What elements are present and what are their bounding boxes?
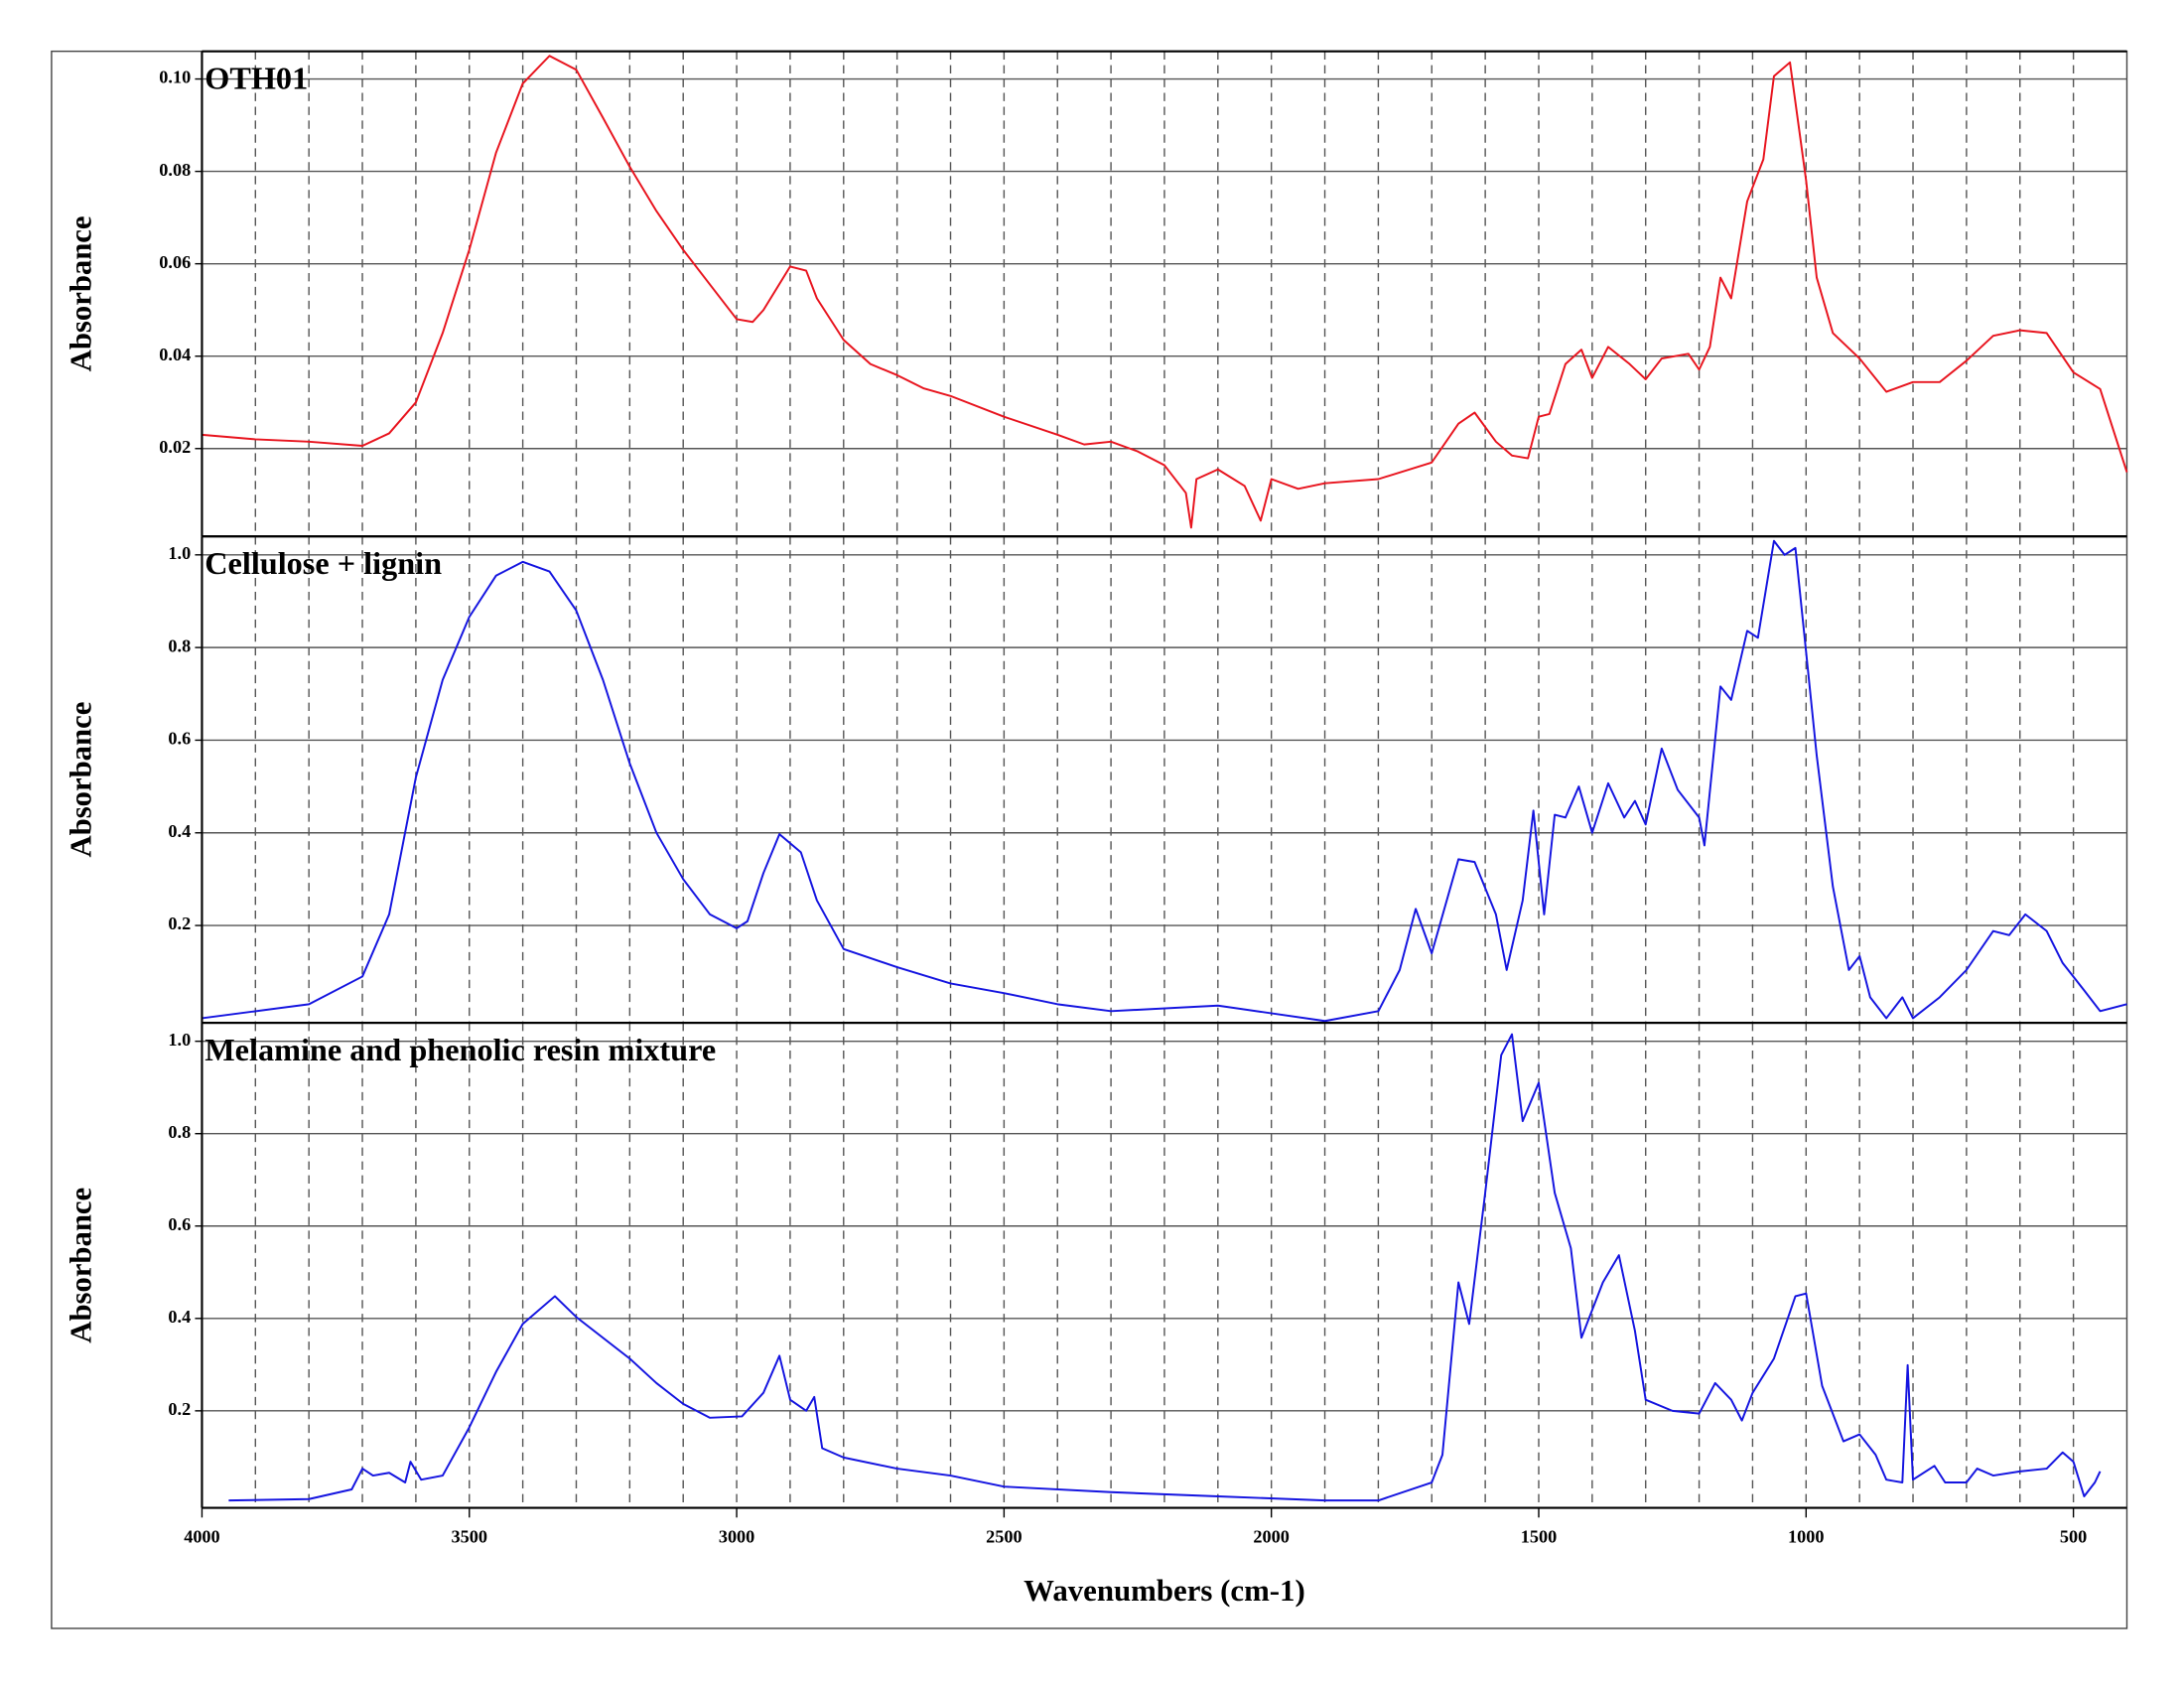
x-tick-label: 1000 [1788,1526,1824,1546]
panel-title: OTH01 [205,61,308,96]
y-tick-label: 0.2 [168,1399,191,1419]
panel-title: Cellulose + lignin [205,545,442,581]
spectrum-line [202,55,2128,529]
y-axis-label: Absorbance [64,215,97,371]
spectrum-line [202,539,2127,1023]
spectrum-line [228,1033,2102,1502]
y-tick-label: 0.06 [159,252,191,272]
y-tick-label: 1.0 [168,543,191,563]
y-tick-label: 0.6 [168,1214,191,1234]
x-tick-label: 500 [2060,1526,2087,1546]
x-tick-label: 3500 [452,1526,487,1546]
y-tick-label: 0.10 [159,68,191,87]
y-tick-label: 0.02 [159,437,191,457]
x-tick-label: 3000 [719,1526,754,1546]
x-tick-label: 4000 [184,1526,219,1546]
y-axis-label: Absorbance [64,702,97,858]
y-tick-label: 0.8 [168,635,191,655]
y-tick-label: 0.6 [168,729,191,749]
panel-title: Melamine and phenolic resin mixture [205,1032,716,1067]
x-tick-label: 2500 [986,1526,1022,1546]
x-axis-label: Wavenumbers (cm-1) [1024,1574,1305,1608]
y-tick-label: 0.4 [168,1307,191,1327]
y-tick-label: 1.0 [168,1030,191,1050]
y-tick-label: 0.8 [168,1122,191,1142]
y-tick-label: 0.4 [168,821,191,841]
y-tick-label: 0.08 [159,160,191,180]
y-axis-label: Absorbance [64,1188,97,1343]
x-tick-label: 1500 [1521,1526,1557,1546]
y-tick-label: 0.2 [168,914,191,933]
x-tick-label: 2000 [1253,1526,1289,1546]
y-tick-label: 0.04 [159,345,191,364]
